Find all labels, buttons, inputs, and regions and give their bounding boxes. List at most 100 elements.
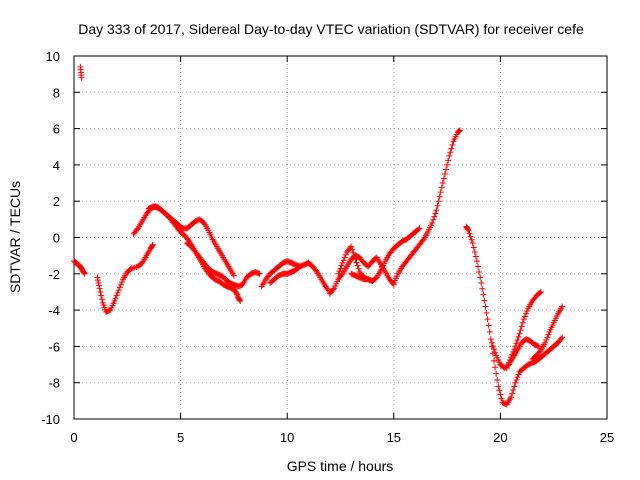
data-point xyxy=(511,383,518,390)
data-point xyxy=(475,263,482,270)
data-point xyxy=(149,242,156,249)
data-point xyxy=(230,272,237,279)
data-point xyxy=(512,379,519,386)
x-tick-label-1: 5 xyxy=(177,430,184,445)
data-point xyxy=(522,310,529,317)
data-point xyxy=(434,202,441,209)
data-point xyxy=(338,272,345,279)
data-point xyxy=(115,287,122,294)
data-point xyxy=(512,343,519,350)
data-point xyxy=(483,309,490,316)
data-point xyxy=(94,277,101,284)
data-point xyxy=(430,216,437,223)
data-point xyxy=(445,157,452,164)
data-point xyxy=(440,175,447,182)
data-point xyxy=(330,286,337,293)
data-point xyxy=(433,207,440,214)
data-point xyxy=(431,213,438,220)
series-4 xyxy=(145,203,237,279)
data-point xyxy=(149,241,156,248)
data-point xyxy=(520,316,527,323)
series-0 xyxy=(77,63,85,81)
data-point xyxy=(341,254,348,261)
data-point xyxy=(510,348,517,355)
data-point xyxy=(496,387,503,394)
data-point xyxy=(437,189,444,196)
data-point xyxy=(479,285,486,292)
data-point xyxy=(353,259,360,266)
data-point xyxy=(472,253,479,260)
data-points xyxy=(71,63,566,408)
y-tick-label-2: -6 xyxy=(48,339,60,354)
data-point xyxy=(519,319,526,326)
data-point xyxy=(312,267,319,274)
data-point xyxy=(491,357,498,364)
data-point xyxy=(349,246,356,253)
data-point xyxy=(352,256,359,263)
x-tick-labels: 0 5 10 15 20 25 xyxy=(70,430,614,445)
data-point xyxy=(469,239,476,246)
series-5 xyxy=(183,239,263,290)
data-point xyxy=(471,249,478,256)
data-point xyxy=(506,357,513,364)
data-point xyxy=(114,289,121,296)
chart-title: Day 333 of 2017, Sidereal Day-to-day VTE… xyxy=(78,21,584,37)
data-point xyxy=(113,292,120,299)
series-13 xyxy=(488,336,542,372)
data-point xyxy=(509,390,516,397)
x-tick-label-5: 25 xyxy=(600,430,614,445)
data-point xyxy=(473,258,480,265)
data-point xyxy=(476,268,483,275)
data-point xyxy=(336,268,343,275)
data-point xyxy=(493,370,500,377)
data-point xyxy=(429,219,436,226)
data-point xyxy=(112,295,119,302)
data-point xyxy=(441,170,448,177)
data-point xyxy=(504,362,511,369)
data-point xyxy=(465,227,472,234)
data-point xyxy=(486,328,493,335)
y-tick-label-0: -10 xyxy=(41,412,60,427)
data-point xyxy=(342,251,349,258)
data-point xyxy=(514,337,521,344)
data-point xyxy=(505,359,512,366)
data-point xyxy=(133,226,140,233)
data-point xyxy=(419,237,426,244)
data-point xyxy=(98,292,105,299)
data-point xyxy=(415,226,422,233)
data-point xyxy=(98,296,105,303)
data-point xyxy=(351,253,358,260)
series-2 xyxy=(94,241,156,315)
data-point xyxy=(518,323,525,330)
data-point xyxy=(558,335,565,342)
data-point xyxy=(117,281,124,288)
grid xyxy=(74,56,607,419)
series-14 xyxy=(503,288,544,372)
y-tick-label-4: -2 xyxy=(48,267,60,282)
data-point xyxy=(513,340,520,347)
x-tick-label-0: 0 xyxy=(70,430,77,445)
data-point xyxy=(295,264,302,271)
data-point xyxy=(355,265,362,272)
data-point xyxy=(96,282,103,289)
data-point xyxy=(236,297,243,304)
data-point xyxy=(515,333,522,340)
data-point xyxy=(338,262,345,269)
data-point xyxy=(537,288,544,295)
data-point xyxy=(435,198,442,205)
data-point xyxy=(78,74,85,81)
data-point xyxy=(536,348,543,355)
y-tick-label-9: 8 xyxy=(53,85,60,100)
data-point xyxy=(97,288,104,295)
data-point xyxy=(350,249,357,256)
data-point xyxy=(484,316,491,323)
data-point xyxy=(233,288,240,295)
y-tick-label-3: -4 xyxy=(48,303,60,318)
data-point xyxy=(234,291,241,298)
data-point xyxy=(95,279,102,286)
data-point xyxy=(492,364,499,371)
y-tick-label-5: 0 xyxy=(53,231,60,246)
data-point xyxy=(335,270,342,277)
data-point xyxy=(559,303,566,310)
